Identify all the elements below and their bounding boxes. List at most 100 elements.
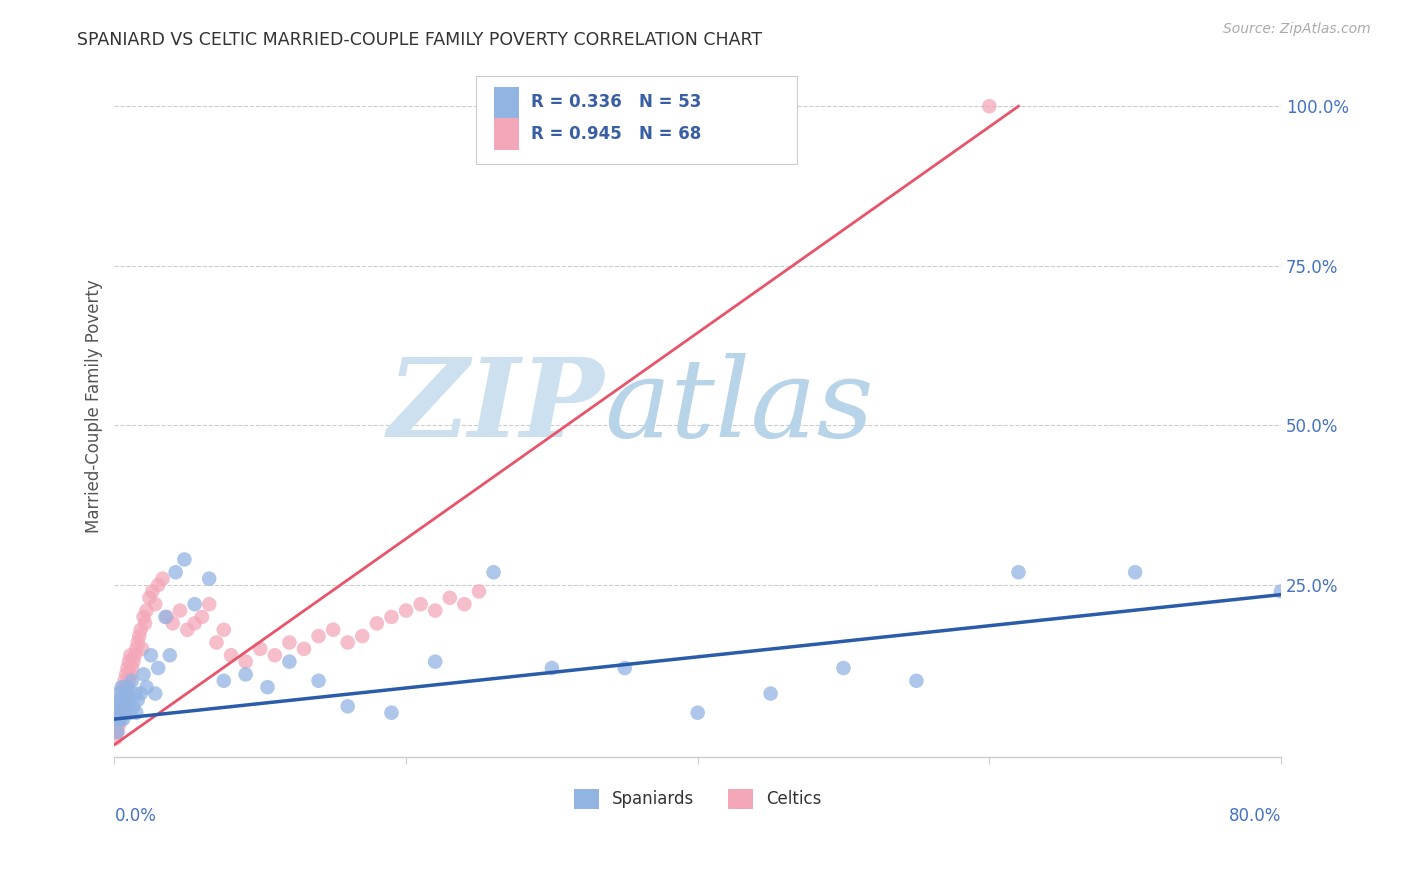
Point [124, 687, 146, 701]
Point [256, 680, 278, 694]
Text: SPANIARD VS CELTIC MARRIED-COUPLE FAMILY POVERTY CORRELATION CHART: SPANIARD VS CELTIC MARRIED-COUPLE FAMILY… [77, 31, 762, 49]
Point [156, 610, 179, 624]
Point [105, 712, 128, 726]
Point [146, 578, 169, 592]
Point [292, 641, 315, 656]
Point [308, 629, 330, 643]
Point [249, 641, 271, 656]
Point [322, 623, 344, 637]
Point [176, 623, 198, 637]
Point [380, 610, 402, 624]
Point [143, 597, 166, 611]
Point [105, 718, 128, 732]
Text: 0.0%: 0.0% [114, 806, 156, 824]
Point [117, 680, 139, 694]
Point [107, 699, 129, 714]
Point [453, 597, 475, 611]
Point [118, 655, 141, 669]
Text: atlas: atlas [605, 352, 875, 460]
Point [127, 693, 149, 707]
Point [1123, 566, 1146, 580]
Point [110, 693, 132, 707]
Point [120, 706, 142, 720]
Text: R = 0.945   N = 68: R = 0.945 N = 68 [531, 125, 702, 143]
Point [134, 616, 156, 631]
Point [278, 655, 301, 669]
Point [115, 687, 138, 701]
Point [118, 693, 141, 707]
Point [104, 731, 127, 746]
Point [114, 693, 136, 707]
Point [124, 648, 146, 663]
Point [198, 572, 221, 586]
Point [165, 566, 187, 580]
Legend: Spaniards, Celtics: Spaniards, Celtics [567, 782, 828, 816]
Point [1007, 566, 1029, 580]
Point [127, 635, 149, 649]
Point [105, 699, 128, 714]
Point [120, 648, 142, 663]
Point [425, 655, 447, 669]
Point [115, 699, 138, 714]
Point [111, 687, 134, 701]
Point [169, 603, 191, 617]
Point [162, 616, 184, 631]
Point [110, 693, 132, 707]
Point [1270, 584, 1292, 599]
Point [131, 641, 153, 656]
Point [352, 629, 374, 643]
Point [135, 680, 157, 694]
Point [110, 712, 132, 726]
Point [482, 566, 505, 580]
Point [263, 648, 285, 663]
Point [112, 680, 135, 694]
Point [219, 648, 242, 663]
Point [132, 667, 155, 681]
Point [686, 706, 709, 720]
Point [183, 597, 205, 611]
Point [141, 584, 163, 599]
Point [183, 616, 205, 631]
Point [104, 724, 127, 739]
Y-axis label: Married-Couple Family Poverty: Married-Couple Family Poverty [86, 279, 103, 533]
Point [115, 667, 138, 681]
Point [104, 712, 127, 726]
Point [107, 706, 129, 720]
Point [114, 693, 136, 707]
Point [212, 623, 235, 637]
Point [439, 591, 461, 605]
Text: R = 0.336   N = 53: R = 0.336 N = 53 [531, 93, 702, 112]
Point [129, 623, 152, 637]
Point [114, 706, 136, 720]
Point [278, 635, 301, 649]
Point [308, 673, 330, 688]
Point [121, 661, 143, 675]
Point [112, 699, 135, 714]
Point [117, 661, 139, 675]
Point [212, 673, 235, 688]
Point [205, 635, 228, 649]
Point [122, 655, 145, 669]
Point [152, 572, 174, 586]
Point [110, 712, 132, 726]
Point [111, 706, 134, 720]
Point [173, 552, 195, 566]
Point [146, 661, 169, 675]
Point [115, 687, 138, 701]
Point [905, 673, 928, 688]
Text: Source: ZipAtlas.com: Source: ZipAtlas.com [1223, 22, 1371, 37]
Point [107, 687, 129, 701]
Point [120, 667, 142, 681]
Point [125, 641, 148, 656]
Point [139, 648, 162, 663]
Point [613, 661, 636, 675]
Point [107, 718, 129, 732]
Point [759, 687, 782, 701]
Point [122, 699, 145, 714]
Point [143, 687, 166, 701]
Point [112, 712, 135, 726]
Text: 80.0%: 80.0% [1229, 806, 1281, 824]
Point [114, 673, 136, 688]
Point [135, 603, 157, 617]
Point [541, 661, 564, 675]
